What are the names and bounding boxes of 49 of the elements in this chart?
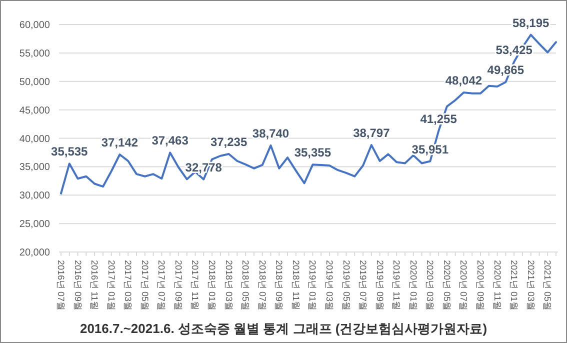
data-label: 37,235 <box>210 134 248 149</box>
y-tick-label: 25,000 <box>19 219 50 230</box>
x-tick-label: 2019년 01월 <box>308 260 318 311</box>
x-tick-label: 2020년 11월 <box>492 260 502 310</box>
data-label: 58,195 <box>512 16 550 30</box>
text: 2016.7.~2021.6. 성조숙증 월별 통계 그래프 (건강보험심사평가원자료) <box>80 321 488 336</box>
x-tick-label: 2018년 01월 <box>207 260 218 311</box>
x-tick-label: 2018년 07월 <box>257 260 268 311</box>
y-tick-label: 40,000 <box>19 134 50 145</box>
x-tick-label: 2019년 03월 <box>324 260 334 311</box>
data-label: 35,535 <box>51 144 88 159</box>
x-tick-label: 2020년 03월 <box>425 260 436 311</box>
x-tick-label: 2017년 09월 <box>173 260 184 311</box>
x-tick-label: 2021년 01월 <box>509 260 520 311</box>
x-tick-label: 2017년 01월 <box>106 260 116 311</box>
data-label: 37,463 <box>152 134 189 148</box>
x-tick-label: 2016년 07월 <box>56 260 66 311</box>
y-tick-label: 45,000 <box>19 105 50 116</box>
x-tick-label: 2017년 05월 <box>140 260 150 311</box>
x-tick-label: 2020년 09월 <box>475 260 486 311</box>
data-label: 38,797 <box>353 126 390 140</box>
x-tick-label: 2020년 07월 <box>458 260 469 311</box>
y-tick-label: 30,000 <box>19 190 50 202</box>
x-tick-label: 2018년 09월 <box>274 260 284 311</box>
data-label: 38,740 <box>252 126 290 140</box>
data-label: 37,142 <box>101 136 138 150</box>
y-tick-label: 20,000 <box>19 248 50 258</box>
x-tick-label: 2021년 05월 <box>542 260 553 311</box>
x-tick-label: 2017년 07월 <box>156 260 167 311</box>
x-tick-label: 2017년 11월 <box>190 260 200 310</box>
data-label: 35,355 <box>294 146 332 160</box>
x-tick-label: 2020년 05월 <box>442 260 452 311</box>
x-tick-label: 2017년 03월 <box>123 260 134 311</box>
x-tick-label: 2016년 09월 <box>72 260 83 311</box>
x-tick-label: 2018년 11월 <box>290 260 301 310</box>
y-tick-label: 50,000 <box>19 76 50 88</box>
x-tick-label: 2019년 07월 <box>358 260 368 311</box>
data-label: 48,042 <box>445 74 482 88</box>
x-tick-label: 2018년 05월 <box>240 260 251 311</box>
x-tick-label: 2019년 09월 <box>374 260 385 311</box>
x-tick-label: 2019년 11월 <box>392 260 402 310</box>
x-tick-label: 2021년 03월 <box>526 260 536 311</box>
x-tick-label: 2016년 11월 <box>90 260 100 310</box>
y-tick-label: 35,000 <box>19 162 50 174</box>
x-tick-label: 2020년 01월 <box>408 260 418 311</box>
y-tick-label: 55,000 <box>19 48 50 60</box>
x-tick-label: 2018년 03월 <box>224 260 234 311</box>
x-tick-label: 2019년 05월 <box>341 260 352 311</box>
y-tick-label: 60,000 <box>19 20 50 31</box>
